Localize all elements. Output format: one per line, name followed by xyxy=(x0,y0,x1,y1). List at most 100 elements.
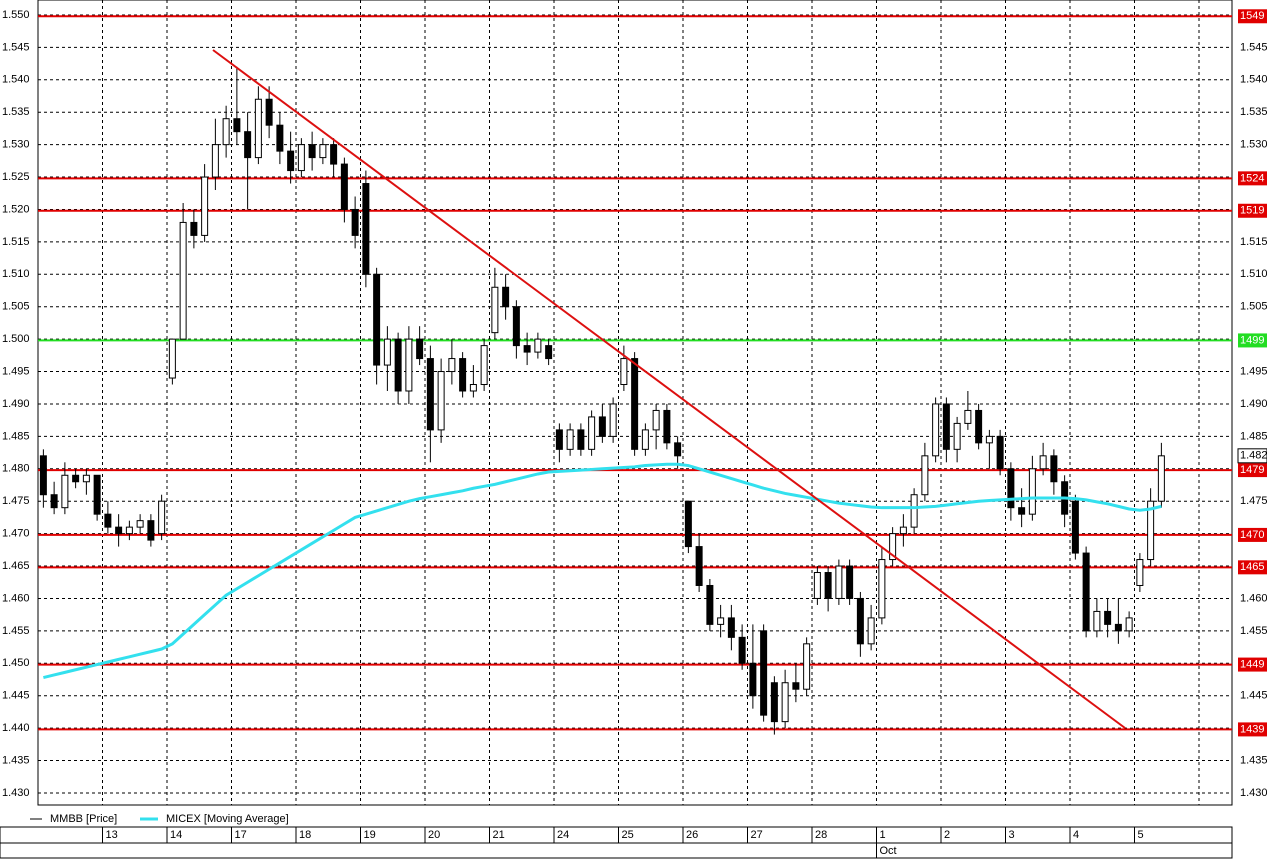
candle-body xyxy=(856,597,864,645)
candle-body xyxy=(330,144,338,165)
date-label: 17 xyxy=(235,829,247,841)
y-tick-label-right: 1.535 xyxy=(1240,106,1267,118)
candle-body xyxy=(523,345,531,353)
candle-body xyxy=(813,572,821,599)
y-tick-label-right: 1.510 xyxy=(1240,268,1267,280)
date-label: 13 xyxy=(106,829,118,841)
level-label: 1519 xyxy=(1240,205,1264,217)
candle-body xyxy=(921,455,929,496)
candle-body xyxy=(996,435,1004,470)
y-tick-label-right: 1.505 xyxy=(1240,301,1267,313)
candle-body xyxy=(932,403,940,457)
candle-body xyxy=(846,565,854,599)
date-label: 21 xyxy=(493,829,505,841)
marks xyxy=(39,66,1165,735)
candle-body xyxy=(985,435,993,444)
level-label: 1439 xyxy=(1240,723,1264,735)
candle-body xyxy=(104,513,112,528)
candle-body xyxy=(394,338,402,392)
candle-body xyxy=(566,429,574,450)
y-tick-label-right: 1.490 xyxy=(1240,398,1267,410)
level-label: 1470 xyxy=(1240,529,1264,541)
candle-body xyxy=(179,221,187,340)
y-tick-label-right: 1.515 xyxy=(1240,236,1267,248)
candle-body xyxy=(609,403,617,437)
date-label: 26 xyxy=(686,829,698,841)
candle-body xyxy=(953,422,961,450)
y-tick-label: 1.520 xyxy=(2,203,30,215)
y-tick-label-right: 1.460 xyxy=(1240,592,1267,604)
candle-body xyxy=(351,208,359,236)
y-tick-label: 1.450 xyxy=(2,657,30,669)
candle-body xyxy=(147,520,155,541)
y-tick-label-right: 1.540 xyxy=(1240,74,1267,86)
level-tag xyxy=(1238,527,1267,542)
candle-body xyxy=(1114,623,1122,632)
candle-body xyxy=(72,474,80,483)
level-tag xyxy=(1238,203,1267,218)
y-tick-label-right: 1.495 xyxy=(1240,365,1267,377)
candle-body xyxy=(620,358,628,386)
legend-label: MICEX [Moving Average] xyxy=(166,813,289,825)
candle-body xyxy=(222,118,230,146)
candle-body xyxy=(598,416,606,437)
level-tag xyxy=(1238,722,1267,737)
candle-body xyxy=(738,636,746,664)
y-tick-label: 1.545 xyxy=(2,41,30,53)
candle-body xyxy=(115,526,123,535)
candle-body xyxy=(297,144,305,172)
legend-label: MMBB [Price] xyxy=(50,813,117,825)
candle-body xyxy=(287,150,295,172)
candle-body xyxy=(308,144,316,159)
candle-body xyxy=(749,662,757,697)
y-tick-label: 1.455 xyxy=(2,625,30,637)
y-tick-label: 1.535 xyxy=(2,106,30,118)
candle-body xyxy=(383,338,391,366)
candle-body xyxy=(1125,617,1133,632)
candle-body xyxy=(437,371,445,431)
candle-body xyxy=(244,131,252,159)
candle-body xyxy=(459,358,467,392)
y-tick-label-right: 1.455 xyxy=(1240,625,1267,637)
candle-body xyxy=(663,409,671,444)
candle-body xyxy=(674,442,682,457)
candle-body xyxy=(502,286,510,308)
candle-body xyxy=(480,345,488,386)
moving-average xyxy=(43,462,1162,680)
y-tick-label: 1.530 xyxy=(2,139,30,151)
y-tick-label: 1.550 xyxy=(2,9,30,21)
candle-body xyxy=(545,345,553,360)
y-tick-label-right: 1.475 xyxy=(1240,495,1267,507)
candle-body xyxy=(534,338,542,353)
date-label: 27 xyxy=(751,829,763,841)
candle-body xyxy=(1028,468,1036,515)
candle-body xyxy=(706,584,714,625)
level-label: 1465 xyxy=(1240,561,1264,573)
candle-body xyxy=(695,546,703,586)
candle-body xyxy=(1147,500,1155,561)
y-tick-label: 1.485 xyxy=(2,430,30,442)
candle-body xyxy=(211,144,219,178)
candle-body xyxy=(835,565,843,599)
y-tick-label: 1.465 xyxy=(2,560,30,572)
y-tick-label: 1.510 xyxy=(2,268,30,280)
candle-body xyxy=(641,429,649,450)
y-tick-label-right: 1.445 xyxy=(1240,690,1267,702)
date-label: 1 xyxy=(880,829,886,841)
candle-body xyxy=(39,455,47,496)
date-label: 18 xyxy=(299,829,311,841)
date-label: 5 xyxy=(1138,829,1144,841)
trendline xyxy=(212,49,1126,729)
candle-body xyxy=(190,221,198,236)
candle-body xyxy=(684,500,692,548)
candle-body xyxy=(233,118,241,133)
candle-body xyxy=(577,429,585,450)
date-label: 2 xyxy=(944,829,950,841)
candle-body xyxy=(975,409,983,444)
y-tick-label: 1.460 xyxy=(2,592,30,604)
candle-body xyxy=(1050,455,1058,483)
candle-body xyxy=(1093,610,1101,632)
last-price-tag xyxy=(1237,448,1267,464)
level-label: 1479 xyxy=(1240,464,1264,476)
